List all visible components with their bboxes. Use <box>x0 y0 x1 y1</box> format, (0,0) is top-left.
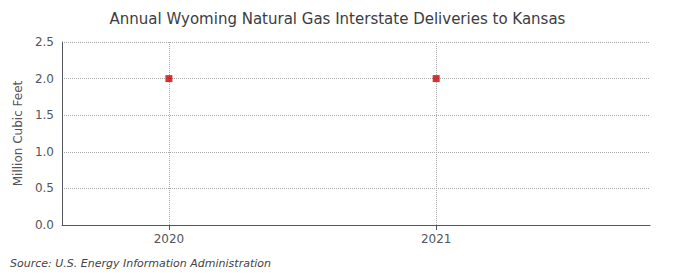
svg-text:1.0: 1.0 <box>35 145 54 159</box>
svg-text:2.5: 2.5 <box>35 35 54 49</box>
svg-text:0.0: 0.0 <box>35 218 54 232</box>
svg-text:2020: 2020 <box>154 232 185 246</box>
svg-text:2021: 2021 <box>421 232 452 246</box>
svg-text:1.5: 1.5 <box>35 108 54 122</box>
svg-text:2.0: 2.0 <box>35 72 54 86</box>
svg-text:0.5: 0.5 <box>35 181 54 195</box>
svg-text:Source: U.S. Energy Informatio: Source: U.S. Energy Information Administ… <box>10 257 271 270</box>
svg-text:Million Cubic Feet: Million Cubic Feet <box>11 80 25 186</box>
svg-text:Annual Wyoming Natural Gas Int: Annual Wyoming Natural Gas Interstate De… <box>110 10 566 28</box>
